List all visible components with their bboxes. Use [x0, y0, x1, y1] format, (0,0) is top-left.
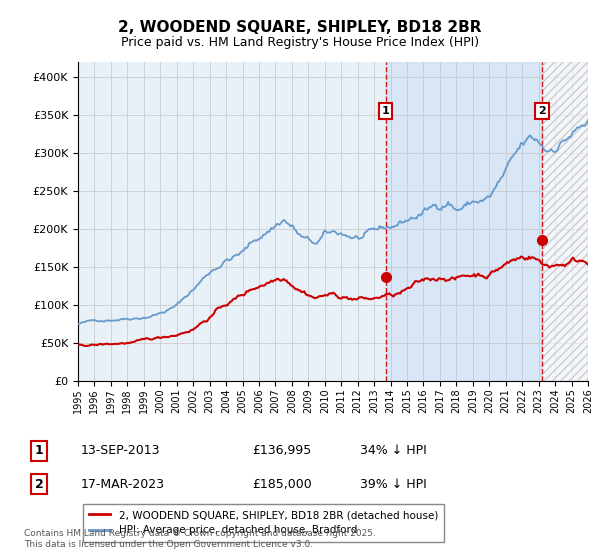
Text: 34% ↓ HPI: 34% ↓ HPI: [360, 444, 427, 458]
Text: 1: 1: [35, 444, 43, 458]
Legend: 2, WOODEND SQUARE, SHIPLEY, BD18 2BR (detached house), HPI: Average price, detac: 2, WOODEND SQUARE, SHIPLEY, BD18 2BR (de…: [83, 504, 444, 542]
Text: 39% ↓ HPI: 39% ↓ HPI: [360, 478, 427, 491]
Text: Price paid vs. HM Land Registry's House Price Index (HPI): Price paid vs. HM Land Registry's House …: [121, 36, 479, 49]
Bar: [542, 62, 600, 381]
Text: 13-SEP-2013: 13-SEP-2013: [81, 444, 161, 458]
Text: 17-MAR-2023: 17-MAR-2023: [81, 478, 165, 491]
Text: Contains HM Land Registry data © Crown copyright and database right 2025.
This d: Contains HM Land Registry data © Crown c…: [24, 529, 376, 549]
Text: 2, WOODEND SQUARE, SHIPLEY, BD18 2BR: 2, WOODEND SQUARE, SHIPLEY, BD18 2BR: [118, 20, 482, 35]
Bar: [386, 62, 542, 381]
Text: 2: 2: [538, 106, 546, 116]
Text: 2: 2: [35, 478, 43, 491]
Text: 1: 1: [382, 106, 389, 116]
Text: £185,000: £185,000: [252, 478, 312, 491]
Text: £136,995: £136,995: [252, 444, 311, 458]
